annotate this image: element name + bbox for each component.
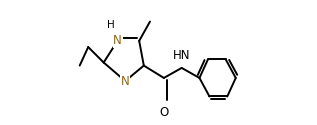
Text: H: H bbox=[107, 20, 114, 30]
Text: HN: HN bbox=[173, 49, 191, 62]
Text: N: N bbox=[121, 74, 130, 88]
Text: N: N bbox=[113, 34, 122, 47]
Text: O: O bbox=[159, 106, 169, 119]
